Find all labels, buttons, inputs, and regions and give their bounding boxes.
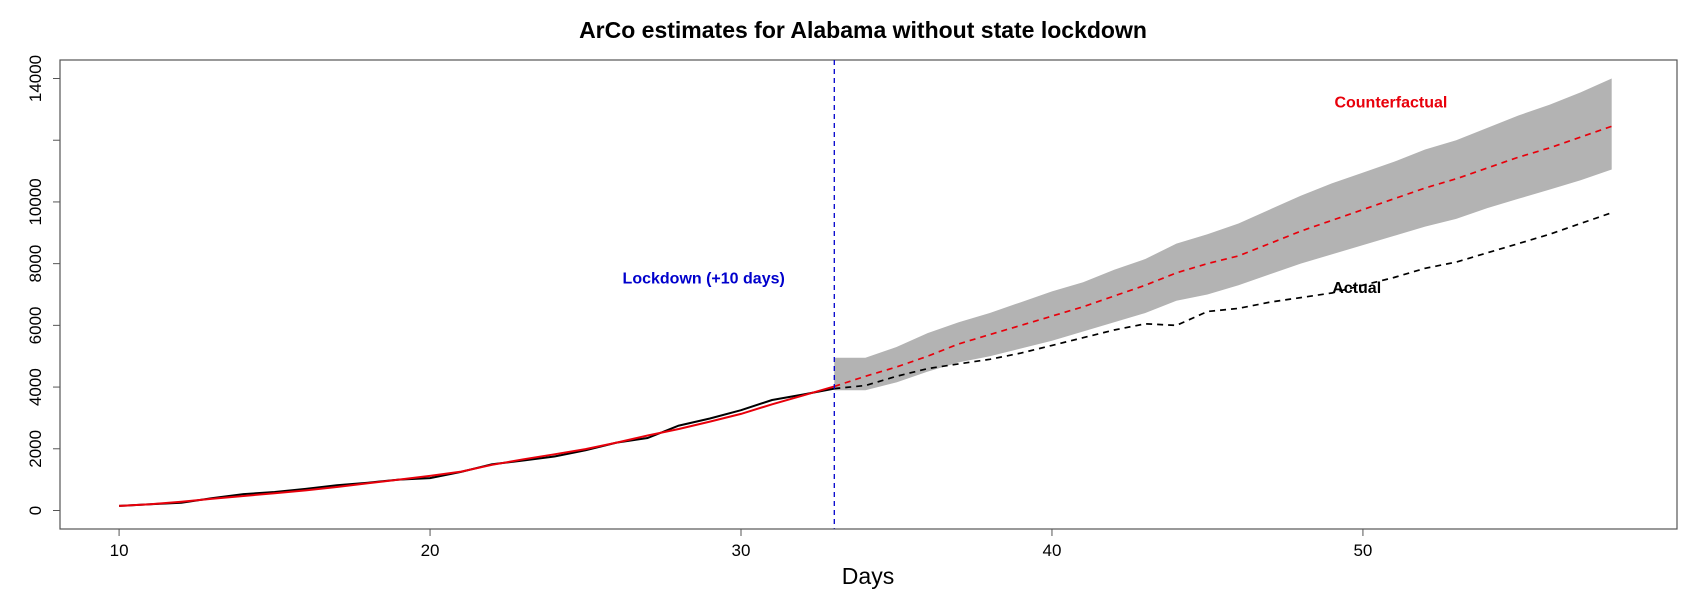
confidence-band: [834, 78, 1612, 391]
y-axis: 0 2000 4000 6000 8000 10000 14000: [26, 55, 61, 515]
y-tick-label: 0: [26, 506, 45, 515]
y-tick-label: 14000: [26, 55, 45, 102]
series-line-fitted-pre-lockdown: [119, 385, 835, 507]
x-axis-label: Days: [842, 563, 894, 589]
y-tick-label: 10000: [26, 178, 45, 225]
x-tick-label: 50: [1353, 541, 1372, 560]
annotation-lockdown: Lockdown (+10 days): [623, 270, 785, 287]
x-axis: 10 20 30 40 50: [110, 528, 1372, 560]
y-tick-label: 4000: [26, 368, 45, 406]
x-tick-label: 30: [732, 541, 751, 560]
plot-frame: [59, 59, 1678, 530]
y-tick-label: 6000: [26, 306, 45, 344]
series-line-counterfactual: [834, 125, 1612, 388]
annotation-actual: Actual: [1332, 280, 1381, 297]
x-tick-label: 10: [110, 541, 129, 560]
y-tick-label: 2000: [26, 430, 45, 468]
chart-title: ArCo estimates for Alabama without state…: [579, 17, 1147, 43]
series-layer: [119, 125, 1612, 507]
series-line-actual: [834, 211, 1612, 390]
x-tick-label: 20: [421, 541, 440, 560]
annotation-counterfactual: Counterfactual: [1334, 94, 1447, 111]
x-tick-label: 40: [1043, 541, 1062, 560]
series-line-actual-pre-lockdown: [119, 387, 835, 507]
y-tick-label: 8000: [26, 245, 45, 283]
annotations: Lockdown (+10 days) Counterfactual Actual: [623, 94, 1448, 297]
confidence-band-layer: [834, 78, 1612, 391]
